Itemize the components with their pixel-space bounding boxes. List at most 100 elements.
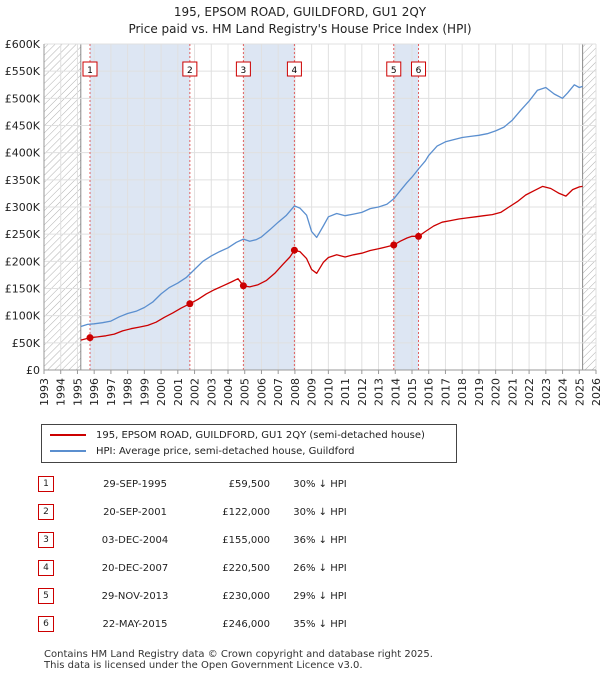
x-tick-label: 2019 <box>473 378 486 406</box>
transaction-date: 29-NOV-2013 <box>101 590 169 602</box>
y-tick-label: £50K <box>12 337 41 350</box>
transaction-number: 1 <box>38 476 54 492</box>
sale-number-label: 6 <box>416 66 422 76</box>
x-tick-label: 1996 <box>88 378 101 406</box>
chart-title: 195, EPSOM ROAD, GUILDFORD, GU1 2QY <box>173 5 427 19</box>
sale-point <box>86 334 94 342</box>
y-tick-label: £350K <box>5 174 41 187</box>
x-tick-label: 2020 <box>490 378 503 406</box>
x-tick-label: 2021 <box>506 378 519 406</box>
x-tick-label: 2000 <box>155 378 168 406</box>
x-tick-label: 2005 <box>239 378 252 406</box>
transactions-table: 1 29-SEP-1995 £59,500 30% ↓ HPI 2 20-SEP… <box>38 470 370 638</box>
sale-number-label: 1 <box>87 66 93 76</box>
x-tick-label: 2001 <box>172 378 185 406</box>
transaction-hpi: 36% ↓ HPI <box>293 534 347 546</box>
sale-number-box <box>182 61 198 77</box>
transaction-price: £246,000 <box>222 618 270 630</box>
transaction-number: 6 <box>38 616 54 632</box>
sale-number-label: 3 <box>241 66 247 76</box>
transaction-date: 29-SEP-1995 <box>103 478 167 490</box>
table-row: 5 29-NOV-2013 £230,000 29% ↓ HPI <box>38 582 370 610</box>
legend-label-property: 195, EPSOM ROAD, GUILDFORD, GU1 2QY (sem… <box>96 430 425 441</box>
sale-point <box>290 246 298 254</box>
y-tick-label: £150K <box>5 283 41 296</box>
y-tick-label: £300K <box>5 201 41 214</box>
sale-number-label: 5 <box>391 66 397 76</box>
x-tick-label: 2006 <box>255 378 268 406</box>
x-tick-label: 2007 <box>272 378 285 406</box>
x-tick-label: 2016 <box>423 378 436 406</box>
x-tick-label: 2002 <box>189 378 202 406</box>
x-tick-label: 2015 <box>406 378 419 406</box>
transaction-number: 3 <box>38 532 54 548</box>
transaction-hpi: 26% ↓ HPI <box>293 562 347 574</box>
transaction-number: 2 <box>38 504 54 520</box>
transaction-hpi: 29% ↓ HPI <box>293 590 347 602</box>
property-series-line <box>80 185 583 341</box>
table-row: 6 22-MAY-2015 £246,000 35% ↓ HPI <box>38 610 370 638</box>
y-tick-label: £400K <box>5 147 41 160</box>
transaction-hpi: 35% ↓ HPI <box>293 618 347 630</box>
y-tick-label: £0 <box>26 364 40 377</box>
sale-number-label: 2 <box>187 66 193 76</box>
transaction-date: 22-MAY-2015 <box>102 618 168 630</box>
chart-title-block: 195, EPSOM ROAD, GUILDFORD, GU1 2QY Pric… <box>0 4 600 38</box>
x-tick-label: 2013 <box>373 378 386 406</box>
transaction-price: £220,500 <box>222 562 270 574</box>
y-tick-label: £250K <box>5 228 41 241</box>
table-row: 1 29-SEP-1995 £59,500 30% ↓ HPI <box>38 470 370 498</box>
x-tick-label: 2018 <box>456 378 469 406</box>
footer-copyright: Contains HM Land Registry data © Crown c… <box>44 649 433 660</box>
x-tick-label: 2004 <box>222 378 235 406</box>
sale-point <box>239 282 247 290</box>
footer: Contains HM Land Registry data © Crown c… <box>44 649 433 671</box>
transaction-number: 5 <box>38 588 54 604</box>
y-tick-label: £450K <box>5 120 41 133</box>
x-tick-label: 2023 <box>540 378 553 406</box>
x-tick-label: 1999 <box>138 378 151 406</box>
table-row: 2 20-SEP-2001 £122,000 30% ↓ HPI <box>38 498 370 526</box>
transaction-hpi: 30% ↓ HPI <box>293 478 347 490</box>
legend: 195, EPSOM ROAD, GUILDFORD, GU1 2QY (sem… <box>41 424 457 463</box>
sale-point <box>390 241 398 249</box>
x-tick-label: 1998 <box>122 378 135 406</box>
x-tick-label: 2022 <box>523 378 536 406</box>
x-tick-label: 2010 <box>322 378 335 406</box>
x-tick-label: 2025 <box>573 378 586 406</box>
x-tick-label: 1993 <box>38 378 51 406</box>
x-tick-label: 1997 <box>105 378 118 406</box>
transaction-price: £155,000 <box>222 534 270 546</box>
x-tick-label: 2009 <box>306 378 319 406</box>
sale-number-label: 4 <box>292 66 298 76</box>
legend-label-hpi: HPI: Average price, semi-detached house,… <box>96 446 355 457</box>
sale-point <box>415 232 423 240</box>
transaction-date: 20-SEP-2001 <box>103 506 167 518</box>
chart-subtitle: Price paid vs. HM Land Registry's House … <box>128 22 472 36</box>
sale-number-box <box>82 61 98 77</box>
x-tick-label: 1995 <box>71 378 84 406</box>
transaction-date: 20-DEC-2007 <box>101 562 169 574</box>
price-chart: 1 2 3 4 5 6 £0 £50K £100K £150K £200K £250K £300K £3… <box>5 38 600 406</box>
transaction-price: £59,500 <box>228 478 270 490</box>
y-tick-label: £600K <box>5 38 41 51</box>
transaction-price: £122,000 <box>222 506 270 518</box>
x-tick-label: 2011 <box>339 378 352 406</box>
transaction-price: £230,000 <box>222 590 270 602</box>
footer-licence: This data is licensed under the Open Gov… <box>44 660 363 671</box>
y-tick-label: £550K <box>5 65 41 78</box>
sale-number-box <box>411 61 427 77</box>
hpi-series-line <box>80 84 583 328</box>
legend-swatch-hpi <box>50 450 86 452</box>
x-tick-label: 2012 <box>356 378 369 406</box>
x-tick-label: 1994 <box>55 378 68 406</box>
y-tick-label: £200K <box>5 255 41 268</box>
y-tick-label: £100K <box>5 310 41 323</box>
sale-number-box <box>286 61 302 77</box>
x-tick-label: 2026 <box>590 378 600 406</box>
table-row: 3 03-DEC-2004 £155,000 36% ↓ HPI <box>38 526 370 554</box>
legend-swatch-property <box>50 434 86 436</box>
x-tick-label: 2008 <box>289 378 302 406</box>
sale-number-box <box>386 61 402 77</box>
transaction-date: 03-DEC-2004 <box>101 534 169 546</box>
